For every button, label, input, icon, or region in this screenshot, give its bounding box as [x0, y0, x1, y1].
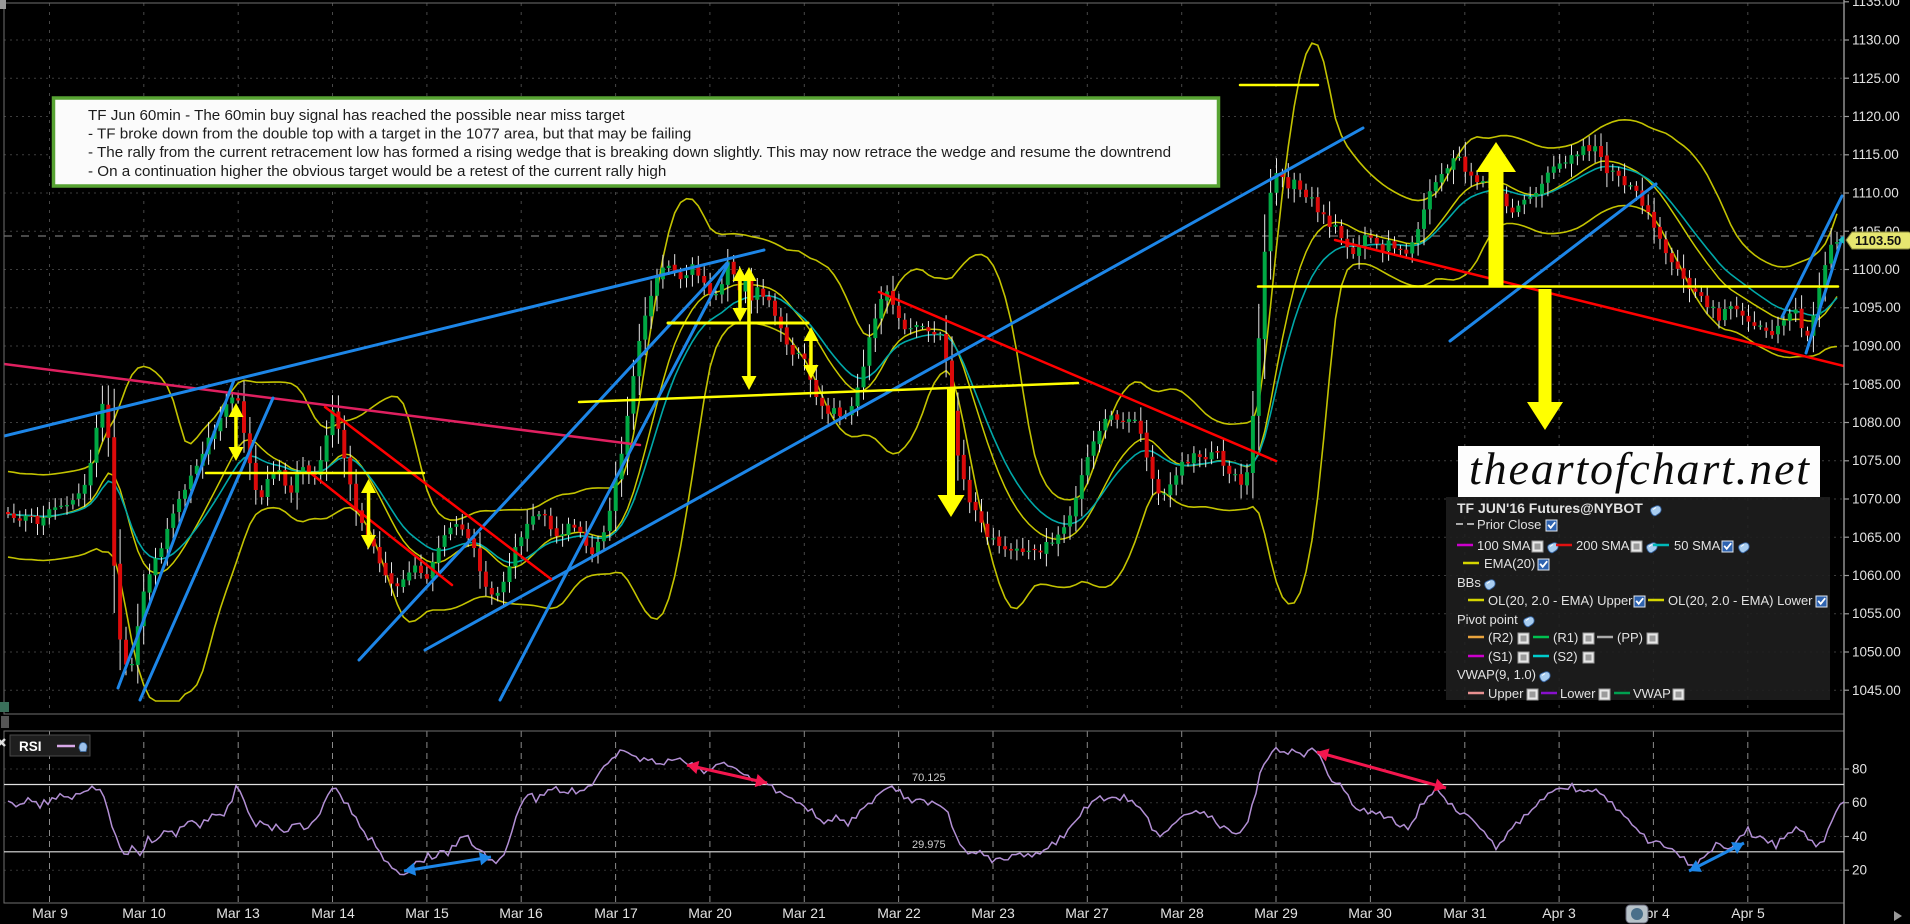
svg-text:- On a continuation higher the: - On a continuation higher the obvious t… [88, 163, 666, 180]
svg-text:Mar 30: Mar 30 [1348, 905, 1392, 921]
svg-text:Mar 28: Mar 28 [1160, 905, 1204, 921]
svg-text:Prior Close: Prior Close [1477, 517, 1541, 532]
svg-text:(PP): (PP) [1617, 630, 1643, 645]
svg-text:70.125: 70.125 [912, 772, 946, 784]
svg-text:Apr 5: Apr 5 [1731, 905, 1765, 921]
svg-text:1095.00: 1095.00 [1852, 300, 1901, 315]
svg-text:1050.00: 1050.00 [1852, 645, 1901, 660]
svg-text:29.975: 29.975 [912, 839, 946, 851]
svg-text:50 SMA: 50 SMA [1674, 538, 1721, 553]
svg-text:1060.00: 1060.00 [1852, 568, 1901, 583]
svg-text:1070.00: 1070.00 [1852, 492, 1901, 507]
svg-text:80: 80 [1852, 762, 1867, 777]
svg-text:Pivot point: Pivot point [1457, 612, 1518, 627]
svg-text:OL(20, 2.0 - EMA) Lower: OL(20, 2.0 - EMA) Lower [1668, 593, 1813, 608]
svg-text:RSI: RSI [19, 739, 42, 754]
svg-text:Upper: Upper [1488, 686, 1524, 701]
svg-text:Mar 23: Mar 23 [971, 905, 1015, 921]
svg-text:1090.00: 1090.00 [1852, 339, 1901, 354]
svg-text:(S1): (S1) [1488, 649, 1513, 664]
svg-text:(R2): (R2) [1488, 630, 1513, 645]
svg-text:TF Jun 60min - The 60min buy s: TF Jun 60min - The 60min buy signal has … [88, 107, 625, 124]
svg-text:1065.00: 1065.00 [1852, 530, 1901, 545]
svg-text:1120.00: 1120.00 [1852, 109, 1900, 124]
svg-text:1125.00: 1125.00 [1852, 71, 1900, 86]
svg-text:Mar 13: Mar 13 [216, 905, 260, 921]
svg-text:Lower: Lower [1560, 686, 1596, 701]
svg-text:1135.00: 1135.00 [1852, 0, 1900, 9]
svg-text:1075.00: 1075.00 [1852, 453, 1901, 468]
svg-text:- The rally from the current r: - The rally from the current retracement… [88, 144, 1171, 161]
svg-text:1085.00: 1085.00 [1852, 377, 1901, 392]
svg-text:Mar 22: Mar 22 [877, 905, 921, 921]
svg-text:1080.00: 1080.00 [1852, 415, 1901, 430]
svg-text:(R1): (R1) [1553, 630, 1578, 645]
svg-text:Mar 15: Mar 15 [405, 905, 449, 921]
svg-text:OL(20, 2.0 - EMA) Upper: OL(20, 2.0 - EMA) Upper [1488, 593, 1633, 608]
svg-text:Mar 21: Mar 21 [782, 905, 826, 921]
svg-text:BBs: BBs [1457, 575, 1481, 590]
svg-text:20: 20 [1852, 863, 1867, 878]
svg-text:VWAP: VWAP [1633, 686, 1671, 701]
svg-text:TF JUN'16 Futures@NYBOT: TF JUN'16 Futures@NYBOT [1457, 500, 1643, 516]
svg-text:(S2): (S2) [1553, 649, 1578, 664]
svg-text:100 SMA: 100 SMA [1477, 538, 1531, 553]
svg-text:Mar 27: Mar 27 [1065, 905, 1109, 921]
svg-text:Mar 16: Mar 16 [499, 905, 543, 921]
svg-text:1100.00: 1100.00 [1852, 262, 1900, 277]
svg-text:Mar 20: Mar 20 [688, 905, 732, 921]
svg-text:Mar 9: Mar 9 [32, 905, 68, 921]
svg-text:VWAP(9, 1.0): VWAP(9, 1.0) [1457, 667, 1536, 682]
svg-text:EMA(20): EMA(20) [1484, 556, 1535, 571]
svg-text:1045.00: 1045.00 [1852, 683, 1901, 698]
svg-text:Apr 3: Apr 3 [1542, 905, 1576, 921]
svg-text:1115.00: 1115.00 [1852, 147, 1899, 162]
svg-text:1103.50: 1103.50 [1855, 233, 1901, 248]
svg-text:200 SMA: 200 SMA [1576, 538, 1630, 553]
svg-text:Mar 14: Mar 14 [311, 905, 355, 921]
svg-text:1110.00: 1110.00 [1852, 186, 1899, 201]
svg-text:40: 40 [1852, 829, 1867, 844]
svg-text:Mar 29: Mar 29 [1254, 905, 1298, 921]
svg-text:theartofchart.net: theartofchart.net [1469, 443, 1810, 494]
svg-text:Mar 31: Mar 31 [1443, 905, 1487, 921]
svg-text:Mar 10: Mar 10 [122, 905, 166, 921]
svg-text:1055.00: 1055.00 [1852, 606, 1901, 621]
svg-text:Mar 17: Mar 17 [594, 905, 638, 921]
svg-text:- TF broke down from the doubl: - TF broke down from the double top with… [88, 126, 691, 143]
svg-text:60: 60 [1852, 795, 1867, 810]
svg-text:1130.00: 1130.00 [1852, 33, 1900, 48]
